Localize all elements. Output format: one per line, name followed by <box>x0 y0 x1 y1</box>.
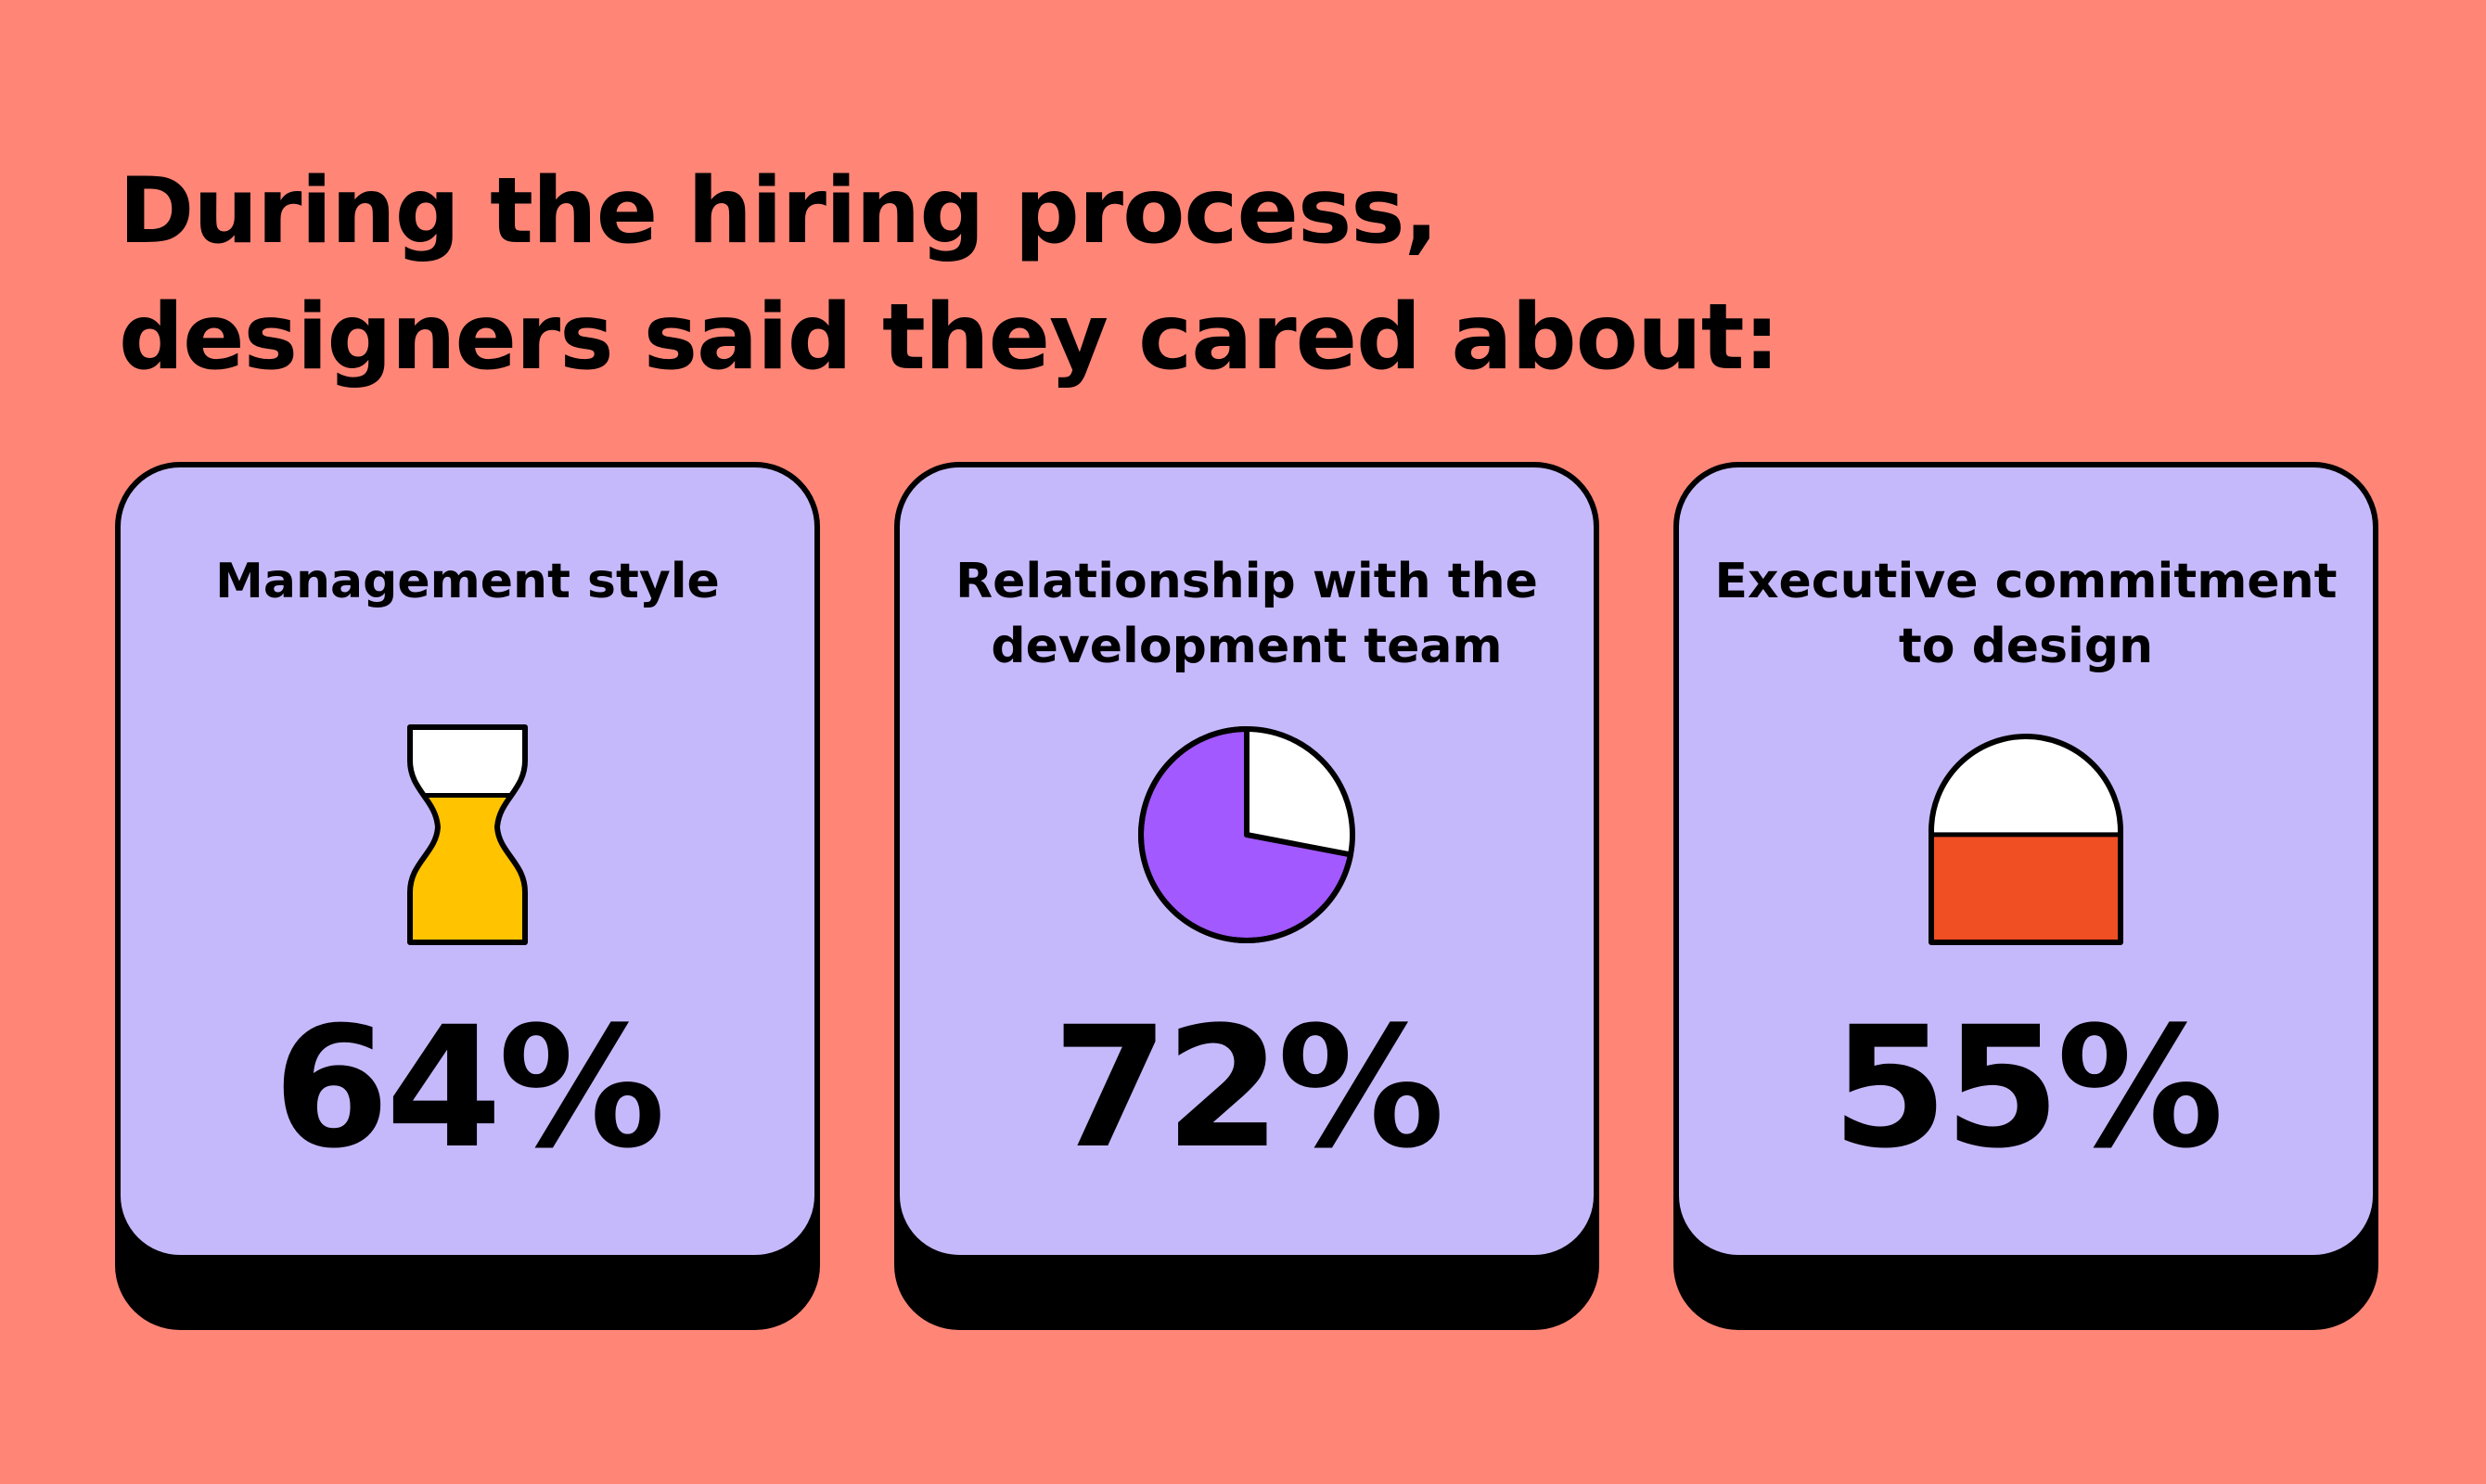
hourglass-icon <box>407 724 528 945</box>
stat-card-management-style: Management style 64% <box>115 462 820 1330</box>
stat-card-dev-relationship: Relationship with the development team 7… <box>894 462 1599 1330</box>
card-value: 72% <box>1052 991 1445 1185</box>
card-label: Executive commitment to design <box>1698 549 2354 679</box>
hourglass-fill <box>410 795 525 942</box>
page-title: During the hiring process, designers sai… <box>119 148 1780 401</box>
card-label-line-1: Management style <box>215 554 720 609</box>
card-label-line-2: to design <box>1898 619 2154 674</box>
card-label-line-1: Executive commitment <box>1714 554 2338 609</box>
hourglass-outline <box>407 724 528 945</box>
stat-card-executive-commitment: Executive commitment to design 55% <box>1673 462 2378 1330</box>
title-line-2: designers said they cared about: <box>119 285 1780 390</box>
card-label-line-1: Relationship with the <box>955 554 1538 609</box>
card-label-line-2: development team <box>991 619 1503 674</box>
title-line-1: During the hiring process, <box>119 159 1439 264</box>
card-label: Management style <box>139 549 796 614</box>
pie-outline <box>1138 726 1355 943</box>
capsule-icon <box>1929 734 2123 945</box>
card-value: 64% <box>273 991 666 1185</box>
capsule-outline <box>1929 734 2123 945</box>
card-value: 55% <box>1831 991 2224 1185</box>
card-label: Relationship with the development team <box>918 549 1575 679</box>
capsule-fill <box>1931 834 2121 942</box>
card-panel: Executive commitment to design 55% <box>1673 462 2378 1260</box>
card-panel: Relationship with the development team 7… <box>894 462 1599 1260</box>
pie-chart-icon <box>1138 726 1355 943</box>
card-panel: Management style 64% <box>115 462 820 1260</box>
